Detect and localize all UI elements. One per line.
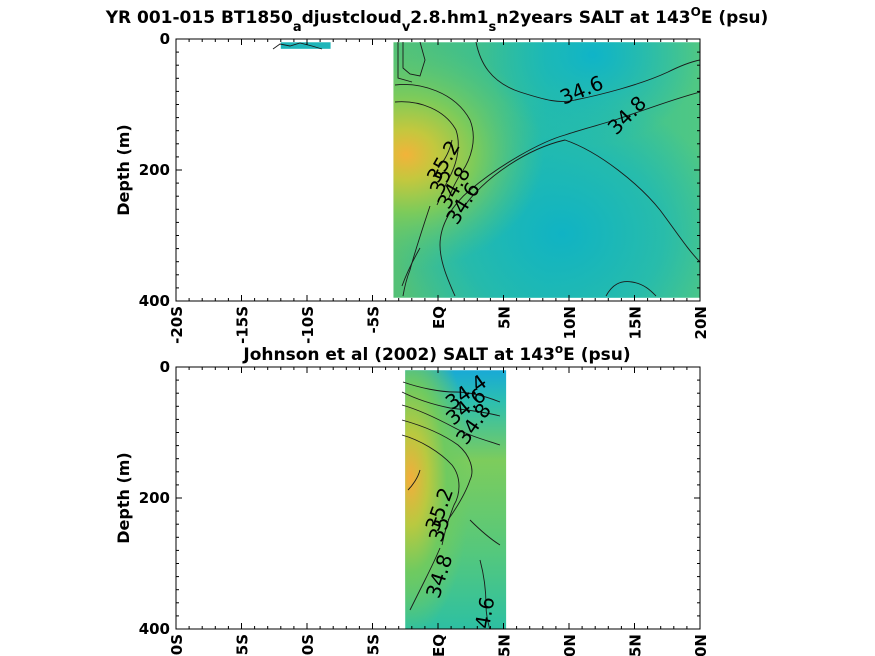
panel-obs-salt: Johnson et al (2002) SALT at 143oE (psu)… [114, 342, 710, 656]
panel-model-salt: YR 001-015 BT1850adjustcloudv2.8.hm1sn2y… [105, 5, 769, 344]
panel1-contour-line [437, 139, 453, 169]
panel1-y-ticklabels: 0 200 400 [139, 30, 170, 310]
panel1-contour-line [605, 281, 657, 297]
panel2-contour-line [401, 391, 501, 417]
panel2-contour-line [401, 434, 460, 546]
panel1-contour-lines [394, 41, 700, 297]
panel1-title: YR 001-015 BT1850adjustcloudv2.8.hm1sn2y… [105, 5, 769, 35]
panel2-contour-line [407, 469, 421, 491]
panel1-contour-line [459, 139, 700, 263]
x-ticklabel: 20N [692, 634, 710, 656]
panel1-small-patch [280, 42, 331, 49]
x-ticklabel: 5N [496, 306, 514, 329]
panel1-contour-line [475, 41, 700, 103]
panel1-x-ticklabels: -20S -15S -10S -5S EQ 5N 10N 15N 20N [168, 306, 710, 344]
x-ticklabel: -20S [168, 306, 186, 344]
panel2-ylabel: Depth (m) [114, 452, 133, 544]
panel2-ticks [175, 366, 701, 630]
x-ticklabel: -20S [168, 634, 186, 656]
panel2-y-ticklabels: 0 200 400 [139, 358, 170, 638]
x-ticklabel: EQ [430, 306, 448, 329]
panel1-ticks [175, 38, 701, 302]
x-ticklabel: -10S [299, 634, 317, 656]
x-ticklabel: 20N [692, 306, 710, 339]
panel1-contour-line [397, 42, 413, 83]
x-ticklabel: -15S [234, 306, 252, 344]
panel1-contour-line [401, 247, 421, 287]
panel2-contour-lines [401, 381, 501, 629]
x-ticklabel: 5N [496, 634, 514, 656]
x-ticklabel: 15N [627, 634, 645, 656]
panel1-salty-core [393, 42, 700, 298]
x-ticklabel: 10N [561, 306, 579, 339]
panel1-contour-line [394, 101, 459, 206]
panel2-contour-line [402, 381, 501, 403]
panel1-contour-line [439, 91, 700, 297]
panel2-contour-line [401, 419, 473, 521]
panel2-y-ticklabel: 0 [160, 358, 170, 376]
panel1-y-ticklabel: 200 [139, 161, 170, 179]
panel1-contour-line [402, 205, 431, 297]
x-ticklabel: -10S [299, 306, 317, 344]
panel2-contour-line [469, 519, 501, 546]
panel1-contour-line [402, 41, 426, 77]
x-ticklabel: -5S [365, 634, 383, 656]
panel2-y-ticklabel: 200 [139, 489, 170, 507]
panel2-y-ticklabel: 400 [139, 620, 170, 638]
x-ticklabel: 10N [561, 634, 579, 656]
panel2-contour-line [409, 547, 441, 611]
panel1-contour-line [394, 84, 474, 201]
panel1-y-ticklabel: 0 [160, 30, 170, 48]
panel1-ylabel: Depth (m) [114, 124, 133, 216]
panel2-contour-line [401, 404, 501, 446]
panel2-contour-line [479, 559, 491, 629]
x-ticklabel: -5S [365, 306, 383, 333]
panel1-y-ticklabel: 400 [139, 292, 170, 310]
x-ticklabel: -15S [234, 634, 252, 656]
panel1-patch-contour [272, 42, 323, 50]
panel2-x-ticklabels: -20S -15S -10S -5S EQ 5N 10N 15N 20N [168, 634, 710, 656]
x-ticklabel: EQ [430, 634, 448, 656]
panel2-title: Johnson et al (2002) SALT at 143oE (psu) [242, 342, 630, 365]
x-ticklabel: 15N [627, 306, 645, 339]
